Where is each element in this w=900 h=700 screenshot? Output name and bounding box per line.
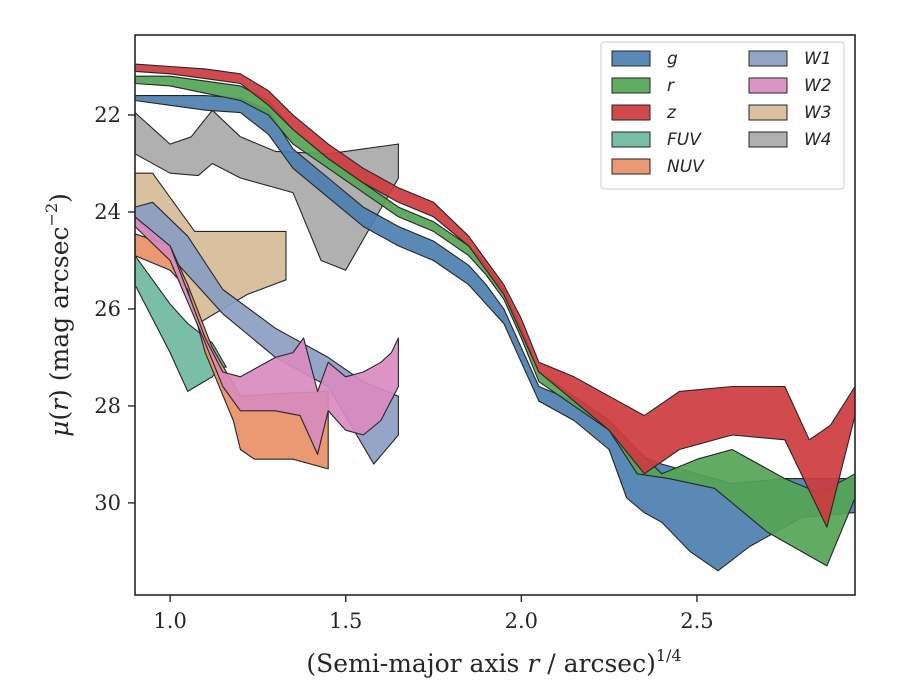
band-w1 [134,201,399,465]
y-axis-label: μ(r) (mag arcsec−2) [42,193,74,437]
legend-swatch-fuv [611,131,651,148]
band-w2 [134,216,399,455]
bands-layer [134,63,856,572]
legend-label-g: g [667,49,678,69]
legend-label-w2: W2 [804,76,832,96]
x-axis-label: (Semi-major axis r / arcsec)1/4 [306,646,681,678]
legend-label-w4: W4 [804,130,832,150]
y-tick-label: 28 [94,394,121,418]
y-tick-label: 26 [94,297,121,321]
legend-label-w3: W3 [804,103,832,123]
legend-swatch-g [611,50,651,67]
legend-swatch-w2 [748,77,788,94]
legend: grz FUV NUV W1 W2 W3 W4 [600,41,845,190]
y-tick-label: 30 [94,491,121,515]
x-tick-label: 1.5 [329,609,362,633]
legend-swatch-w3 [748,104,788,121]
legend-swatch-w4 [748,131,788,148]
legend-swatch-w1 [748,50,788,67]
y-tick-label: 22 [94,103,121,127]
x-tick-label: 2.5 [680,609,713,633]
legend-label-nuv: NUV [667,157,705,177]
legend-label-w1: W1 [804,49,832,69]
x-tick-label: 2.0 [505,609,538,633]
legend-swatch-z [611,104,651,121]
plot-frame [134,34,856,596]
y-tick-label: 24 [94,200,121,224]
x-tick-label: 1.0 [153,609,186,633]
legend-swatch-r [611,77,651,94]
y-axis: 22 24 26 28 30 [94,103,135,515]
x-axis: 1.0 1.5 2.0 2.5 [153,595,714,633]
legend-label-r: r [667,76,675,96]
legend-label-z: z [666,103,677,123]
legend-swatch-nuv [611,158,651,175]
legend-label-fuv: FUV [667,130,702,150]
